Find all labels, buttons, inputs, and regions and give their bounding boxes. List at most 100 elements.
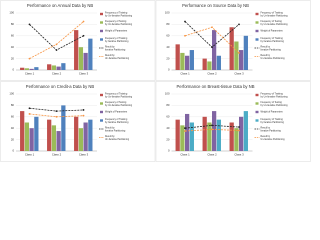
bar bbox=[175, 44, 180, 70]
bar bbox=[56, 131, 61, 151]
chart-title: Performance on Annual Data by NB bbox=[27, 3, 94, 8]
x-tick-label: Class 3 bbox=[234, 72, 244, 76]
y-tick-label: 20 bbox=[11, 137, 15, 141]
bar bbox=[51, 125, 57, 151]
legend-label: Frequency of Testing by Un-Iterative Part… bbox=[261, 20, 289, 26]
legend-swatch bbox=[255, 119, 259, 122]
bar bbox=[34, 116, 39, 151]
x-tick-label: Class 1 bbox=[25, 72, 35, 76]
y-tick-label: 80 bbox=[166, 22, 170, 26]
y-tick-label: 0 bbox=[168, 68, 170, 72]
bar bbox=[189, 122, 194, 151]
line-point bbox=[238, 126, 240, 128]
bar bbox=[74, 116, 79, 151]
legend-swatch bbox=[255, 110, 259, 114]
bar bbox=[234, 41, 239, 70]
bar bbox=[239, 50, 244, 70]
legend-label: Frequency of Training by Iterative Partit… bbox=[261, 118, 285, 124]
y-tick-label: 40 bbox=[166, 45, 170, 49]
bar bbox=[212, 111, 217, 151]
bar bbox=[78, 128, 84, 151]
line-point bbox=[238, 52, 240, 54]
bar bbox=[61, 63, 66, 70]
legend-label: Frequency of Training by Iterative Partit… bbox=[261, 37, 285, 43]
line-point bbox=[55, 110, 58, 112]
legend-swatch bbox=[255, 12, 259, 16]
legend-label: Weight of Parameters bbox=[261, 111, 284, 114]
x-tick-label: Class 3 bbox=[79, 72, 89, 76]
legend-swatch bbox=[100, 119, 103, 122]
y-tick-label: 40 bbox=[11, 126, 15, 130]
y-tick-label: 20 bbox=[166, 56, 170, 60]
bar bbox=[185, 55, 190, 70]
bar bbox=[34, 67, 39, 70]
y-tick-label: 0 bbox=[168, 149, 170, 153]
line-point bbox=[82, 114, 85, 117]
bar bbox=[83, 122, 88, 151]
bar bbox=[239, 116, 244, 151]
legend-swatch bbox=[100, 29, 103, 33]
bar bbox=[207, 61, 212, 70]
bar bbox=[216, 119, 221, 151]
bar bbox=[229, 27, 234, 70]
bar bbox=[29, 128, 34, 151]
chart-title: Performance on Source Data by NB bbox=[182, 3, 249, 8]
legend-label: Frequency of Training by Un-Iterative Par… bbox=[105, 92, 133, 98]
bar bbox=[180, 52, 185, 70]
legend-swatch bbox=[255, 29, 259, 33]
bar bbox=[207, 122, 212, 151]
legend-label: Weight of Parameters bbox=[261, 30, 284, 33]
line-point bbox=[211, 128, 213, 131]
y-tick-label: 80 bbox=[166, 103, 170, 107]
y-tick-label: 60 bbox=[166, 115, 170, 119]
legend-label: Result by Iterative Partitioning bbox=[105, 45, 126, 51]
legend-label: Frequency of Training by Iterative Partit… bbox=[105, 37, 129, 43]
y-tick-label: 80 bbox=[11, 103, 15, 107]
legend-label: Frequency of Training by Un-Iterative Par… bbox=[261, 92, 289, 98]
line-point bbox=[211, 124, 213, 127]
y-tick-label: 0 bbox=[12, 149, 14, 153]
legend-label: Weight of Parameters bbox=[105, 30, 128, 33]
legend-label: Result by Un-Iterative Partitioning bbox=[261, 54, 286, 60]
line-point bbox=[55, 115, 58, 118]
bar bbox=[243, 111, 248, 151]
legend-label: Frequency of Training by Un-Iterative Par… bbox=[261, 11, 289, 17]
legend-label: Result by Un-Iterative Partitioning bbox=[261, 135, 286, 141]
line-point bbox=[184, 127, 186, 130]
legend-swatch bbox=[100, 110, 103, 114]
y-tick-label: 80 bbox=[11, 22, 15, 26]
dashboard: Performance on Annual Data by NB 0 20 40 60 8… bbox=[0, 0, 311, 162]
bar bbox=[47, 119, 52, 151]
bar bbox=[234, 128, 239, 151]
bar bbox=[88, 38, 93, 70]
legend-label: Result by Iterative Partitioning bbox=[261, 45, 282, 51]
legend-swatch bbox=[100, 93, 103, 97]
line-point bbox=[55, 43, 58, 46]
y-tick-label: 40 bbox=[166, 126, 170, 130]
bar bbox=[24, 68, 30, 70]
bar bbox=[74, 30, 79, 71]
legend-swatch bbox=[100, 12, 103, 16]
bar bbox=[185, 113, 190, 151]
bar bbox=[175, 119, 180, 151]
bar bbox=[88, 119, 93, 151]
x-tick-label: Class 2 bbox=[207, 153, 217, 157]
y-tick-label: 60 bbox=[11, 34, 15, 38]
legend-swatch bbox=[255, 38, 259, 41]
bar bbox=[47, 64, 52, 70]
legend-label: Frequency of Testing by Un-Iterative Part… bbox=[105, 101, 133, 107]
line-point bbox=[82, 34, 85, 37]
bar bbox=[212, 30, 217, 71]
line-point bbox=[238, 23, 240, 26]
line-point bbox=[28, 107, 31, 110]
legend-label: Result by Iterative Partitioning bbox=[261, 126, 282, 132]
bar bbox=[229, 122, 234, 151]
x-tick-label: Class 1 bbox=[180, 153, 190, 157]
y-tick-label: 60 bbox=[166, 34, 170, 38]
bar bbox=[51, 65, 57, 70]
legend-swatch bbox=[255, 102, 259, 105]
y-tick-label: 20 bbox=[166, 137, 170, 141]
chart-title: Performance on Breast-tissue Data by NB bbox=[177, 84, 255, 89]
legend-label: Result by Un-Iterative Partitioning bbox=[105, 54, 130, 60]
bar bbox=[180, 125, 185, 151]
